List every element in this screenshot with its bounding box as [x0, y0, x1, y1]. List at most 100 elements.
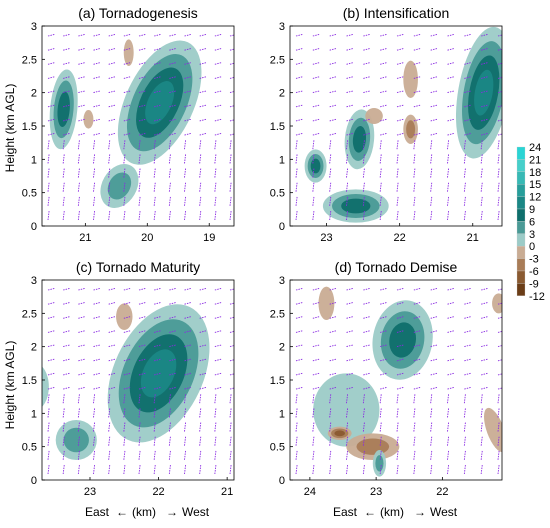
wind-vector — [312, 301, 320, 305]
y-tick-label: 0.5 — [22, 442, 37, 454]
wind-vector — [123, 407, 126, 418]
wind-vector — [229, 119, 234, 122]
wind-vector — [108, 316, 116, 319]
wind-vector — [413, 181, 416, 192]
wind-vector — [93, 358, 101, 362]
colorbar-label: 15 — [529, 179, 541, 191]
wind-vector — [312, 287, 320, 291]
wind-vector — [363, 90, 371, 94]
wind-vector — [168, 435, 171, 446]
wind-vector — [199, 139, 202, 150]
wind-vector — [329, 386, 337, 390]
wind-vector — [214, 139, 217, 150]
wind-vector — [138, 372, 146, 376]
y-tick-label: 1.5 — [270, 375, 285, 387]
wind-vector — [168, 393, 171, 404]
wind-vector — [379, 435, 382, 446]
wind-vector — [379, 393, 382, 404]
wind-vector — [329, 435, 332, 446]
wind-vector — [168, 449, 171, 460]
wind-vector — [447, 316, 455, 319]
panel-title: (a) Tornadogenesis — [78, 5, 198, 21]
wind-vector — [413, 195, 416, 206]
wind-vector — [480, 421, 483, 432]
wind-vector — [430, 407, 433, 418]
wind-vector — [77, 449, 80, 460]
wind-vector — [447, 421, 450, 432]
wind-vector — [329, 139, 332, 150]
wind-vector — [396, 287, 404, 291]
wind-vector — [93, 76, 101, 79]
wind-vector — [199, 153, 202, 164]
wind-vector — [47, 76, 55, 79]
wind-vector — [184, 90, 192, 94]
wind-vector — [229, 435, 232, 446]
wind-vector — [138, 132, 146, 136]
wind-vector — [47, 132, 55, 136]
wind-vector — [184, 449, 187, 460]
wind-vector — [329, 104, 337, 108]
wind-vector — [153, 210, 156, 221]
x-label-unit-2: (km) — [380, 505, 404, 519]
wind-vector — [108, 301, 116, 305]
wind-vector — [481, 104, 489, 108]
wind-vector — [346, 372, 354, 376]
wind-vector — [168, 153, 171, 164]
wind-vector — [123, 287, 131, 291]
wind-vector — [447, 118, 455, 122]
wind-vector — [154, 104, 162, 108]
colorbar-segment — [516, 221, 526, 234]
wind-vector — [78, 358, 86, 362]
wind-vector — [199, 33, 207, 37]
wind-vector — [153, 181, 156, 192]
contour-feature-4-band--6 — [406, 120, 416, 139]
contour-feature-2-band-6 — [107, 172, 132, 200]
wind-vector — [363, 76, 371, 79]
wind-vector — [430, 435, 433, 446]
wind-vector — [93, 167, 96, 178]
wind-vector — [229, 62, 234, 65]
wind-vector — [169, 104, 177, 108]
wind-vector — [138, 33, 146, 37]
wind-vector — [123, 330, 131, 333]
wind-vector — [379, 181, 382, 192]
colorbar-label: 18 — [529, 167, 541, 179]
wind-vector — [447, 104, 455, 108]
wind-vector — [199, 90, 207, 94]
wind-vector — [380, 344, 388, 348]
wind-vector — [329, 195, 332, 206]
wind-vector — [497, 316, 502, 319]
wind-vector — [108, 358, 116, 362]
wind-vector — [329, 301, 337, 305]
wind-vector — [295, 76, 303, 79]
x-label-arrow-right-2: → — [414, 505, 426, 519]
wind-vector — [396, 118, 404, 122]
wind-vector — [464, 287, 472, 291]
wind-vector — [229, 181, 232, 192]
wind-vector — [447, 330, 455, 333]
colorbar-label: -12 — [529, 291, 545, 303]
wind-vector — [93, 316, 101, 319]
wind-vector — [63, 301, 71, 305]
wind-vector — [396, 33, 404, 37]
wind-vector — [346, 386, 354, 390]
wind-vector — [214, 372, 222, 376]
contour-feature-5-band--3 — [484, 407, 502, 453]
wind-vector — [447, 195, 450, 206]
wind-vector — [329, 118, 337, 122]
colorbar-segment — [516, 258, 526, 272]
wind-vector — [214, 344, 222, 348]
wind-vector — [214, 435, 217, 446]
wind-vector — [229, 139, 232, 150]
wind-vector — [430, 386, 438, 390]
wind-vector — [497, 373, 502, 376]
wind-vector — [464, 90, 472, 94]
wind-vector — [47, 301, 55, 305]
wind-vector — [63, 118, 71, 122]
wind-vector-layer — [295, 287, 502, 475]
wind-vector — [497, 34, 502, 37]
wind-vector — [430, 153, 433, 164]
wind-vector — [123, 118, 131, 122]
wind-vector — [214, 195, 217, 206]
wind-vector — [214, 167, 217, 178]
